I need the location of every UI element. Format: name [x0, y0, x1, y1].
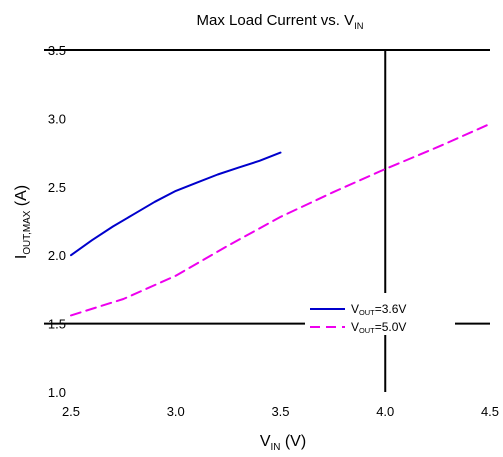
y-tick-label-3: 2.5: [48, 180, 66, 195]
legend-label-3v6: VOUT=3.6V: [351, 302, 406, 317]
y-tick-label-4: 3.0: [48, 111, 66, 126]
legend: VOUT=3.6V VOUT=5.0V: [305, 293, 455, 335]
x-tick-label-4: 4.5: [481, 404, 499, 419]
series-lines: [70, 122, 491, 317]
chart-title: Max Load Current vs. VIN: [197, 12, 364, 31]
x-tick-label-3: 4.0: [376, 404, 394, 419]
x-tick-labels: 2.5 3.0 3.5 4.0 4.5: [62, 404, 499, 419]
y-tick-label-2: 2.0: [48, 248, 66, 263]
gridlines: [44, 49, 490, 392]
y-tick-labels: 1.0 1.5 2.0 2.5 3.0 3.5: [48, 43, 66, 400]
legend-label-5v0: VOUT=5.0V: [351, 320, 406, 335]
series-line-0: [70, 151, 282, 257]
y-tick-label-1: 1.5: [48, 317, 66, 332]
x-axis-label: VIN (V): [260, 433, 306, 453]
x-tick-label-2: 3.5: [271, 404, 289, 419]
x-tick-label-1: 3.0: [167, 404, 185, 419]
y-tick-label-0: 1.0: [48, 385, 66, 400]
series-line-1: [70, 122, 491, 317]
x-tick-label-0: 2.5: [62, 404, 80, 419]
y-axis-label: IOUT,MAX (A): [13, 185, 33, 259]
y-tick-label-5: 3.5: [48, 43, 66, 58]
